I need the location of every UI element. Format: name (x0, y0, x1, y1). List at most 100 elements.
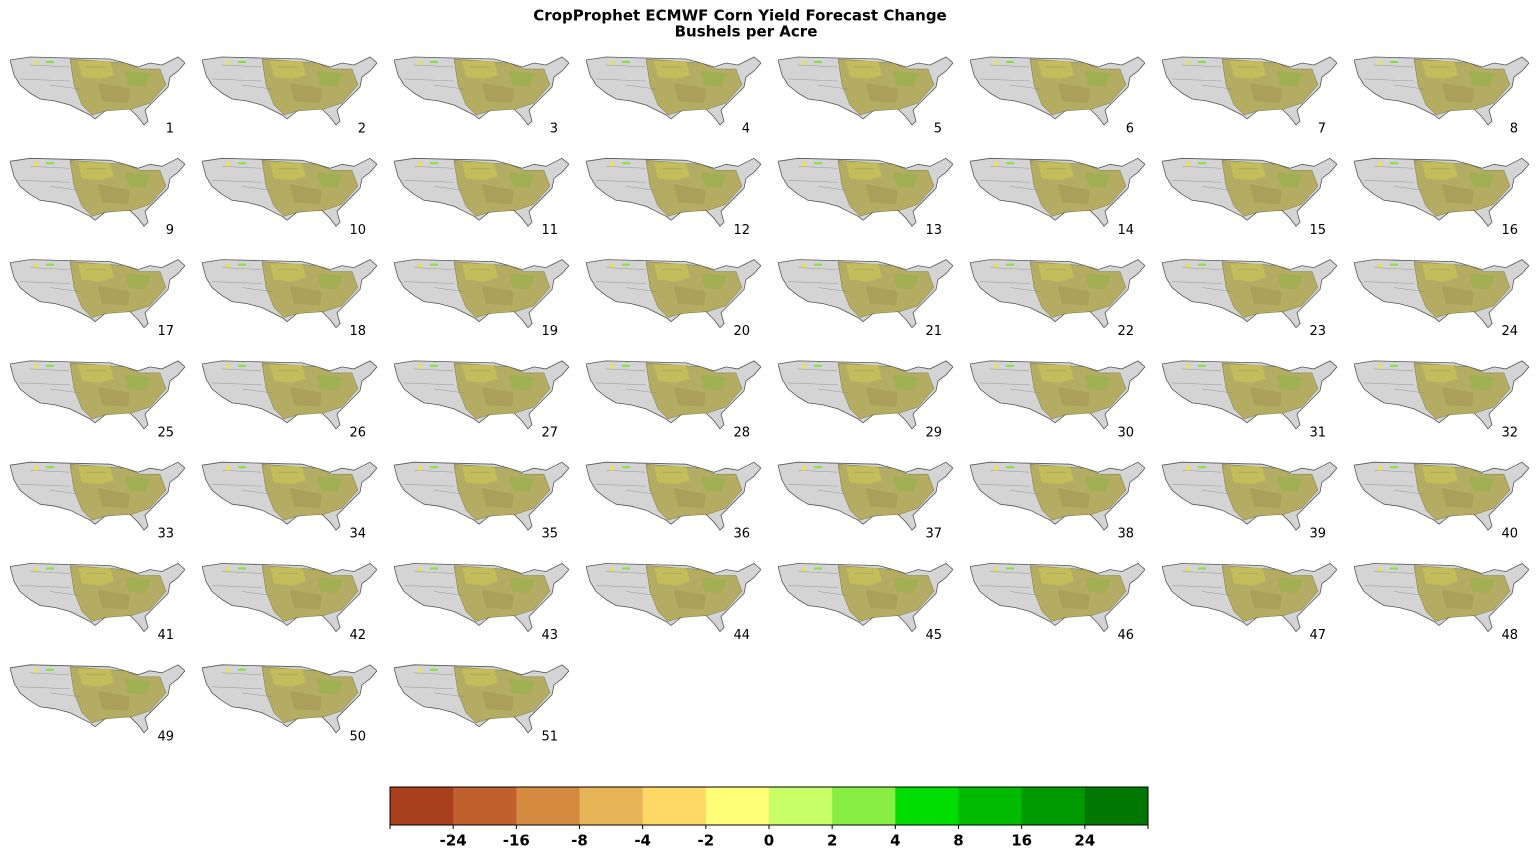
panel-label: 38 (1117, 527, 1134, 542)
map (394, 259, 569, 329)
panel-label: 17 (157, 324, 174, 339)
colorbar-tick-label: 24 (1074, 832, 1095, 850)
map (1354, 461, 1529, 531)
colorbar-bin (579, 787, 644, 825)
map (10, 259, 185, 329)
panel-label: 50 (349, 729, 366, 744)
panel-label: 36 (733, 527, 750, 542)
map (1162, 360, 1337, 430)
chart-title: CropProphet ECMWF Corn Yield Forecast Ch… (533, 7, 946, 25)
panel-label: 25 (157, 425, 174, 440)
panel-label: 15 (1309, 223, 1326, 238)
panel-label: 34 (349, 527, 366, 542)
map (394, 461, 569, 531)
map (970, 157, 1145, 227)
colorbar-tick-label: 8 (953, 832, 963, 850)
map (202, 461, 377, 531)
map (10, 157, 185, 227)
map (10, 563, 185, 632)
colorbar: -24 -16 -8 -4 -2 0 2 4 8 16 24 (389, 786, 1149, 850)
panel-label: 18 (349, 324, 366, 339)
map (1354, 360, 1529, 430)
map (202, 157, 377, 227)
colorbar-tick-label: 0 (764, 832, 774, 850)
panel-label: 3 (550, 122, 558, 137)
map (1354, 157, 1529, 227)
map (10, 360, 185, 430)
map (1162, 259, 1337, 329)
map (202, 259, 377, 329)
colorbar-tick-label: -2 (697, 832, 714, 850)
map (586, 56, 761, 126)
panel-label: 46 (1117, 628, 1134, 643)
panel-label: 14 (1117, 223, 1134, 238)
panel-label: 19 (541, 324, 558, 339)
panel-label: 42 (349, 628, 366, 643)
colorbar-bin (390, 787, 454, 825)
panel-label: 49 (157, 729, 174, 744)
panel-label: 22 (1117, 324, 1134, 339)
colorbar-bin (769, 787, 833, 825)
map (586, 360, 761, 430)
map (586, 563, 761, 632)
panel-label: 27 (541, 425, 558, 440)
map (1354, 259, 1529, 329)
map (586, 157, 761, 227)
map (970, 461, 1145, 531)
panel-label: 26 (349, 425, 366, 440)
panel-label: 41 (157, 628, 174, 643)
panel-label: 12 (733, 223, 750, 238)
panel-label: 51 (541, 729, 558, 744)
map (970, 56, 1145, 126)
panel-label: 7 (1318, 122, 1326, 137)
map (778, 461, 953, 531)
panel-label: 45 (925, 628, 942, 643)
map (394, 56, 569, 126)
map (778, 360, 953, 430)
colorbar-bin (642, 787, 707, 825)
map (778, 259, 953, 329)
map (586, 461, 761, 531)
panel-label: 33 (157, 527, 174, 542)
chart-subtitle: Bushels per Acre (675, 23, 818, 41)
colorbar-tick-label: -16 (503, 832, 530, 850)
map (10, 56, 185, 126)
panel-label: 20 (733, 324, 750, 339)
panel-label: 32 (1501, 425, 1518, 440)
panel-label: 23 (1309, 324, 1326, 339)
map (202, 56, 377, 126)
colorbar-tick-label: 4 (890, 832, 900, 850)
panel-label: 1 (166, 122, 174, 137)
map (202, 563, 377, 632)
map (586, 259, 761, 329)
panel-label: 28 (733, 425, 750, 440)
map (1162, 56, 1337, 126)
colorbar-bin (705, 787, 770, 825)
map (778, 157, 953, 227)
colorbar-tick-label: 16 (1011, 832, 1032, 850)
colorbar-bin (516, 787, 580, 825)
panel-label: 16 (1501, 223, 1518, 238)
map (1162, 461, 1337, 531)
panel-label: 48 (1501, 628, 1518, 643)
colorbar-bin (958, 787, 1023, 825)
colorbar-bin (453, 787, 517, 825)
panel-label: 37 (925, 527, 942, 542)
panel-label: 35 (541, 527, 558, 542)
map (778, 563, 953, 632)
map (1354, 56, 1529, 126)
colorbar-tick-label: 2 (827, 832, 837, 850)
panel-label: 9 (166, 223, 174, 238)
map (778, 56, 953, 126)
map (970, 563, 1145, 632)
colorbar-tick-label: -24 (440, 832, 467, 850)
map (202, 664, 377, 734)
map (394, 360, 569, 430)
panel-label: 31 (1309, 425, 1326, 440)
map (970, 360, 1145, 430)
panel-label: 8 (1510, 122, 1518, 137)
map (1162, 157, 1337, 227)
panel-label: 40 (1501, 527, 1518, 542)
